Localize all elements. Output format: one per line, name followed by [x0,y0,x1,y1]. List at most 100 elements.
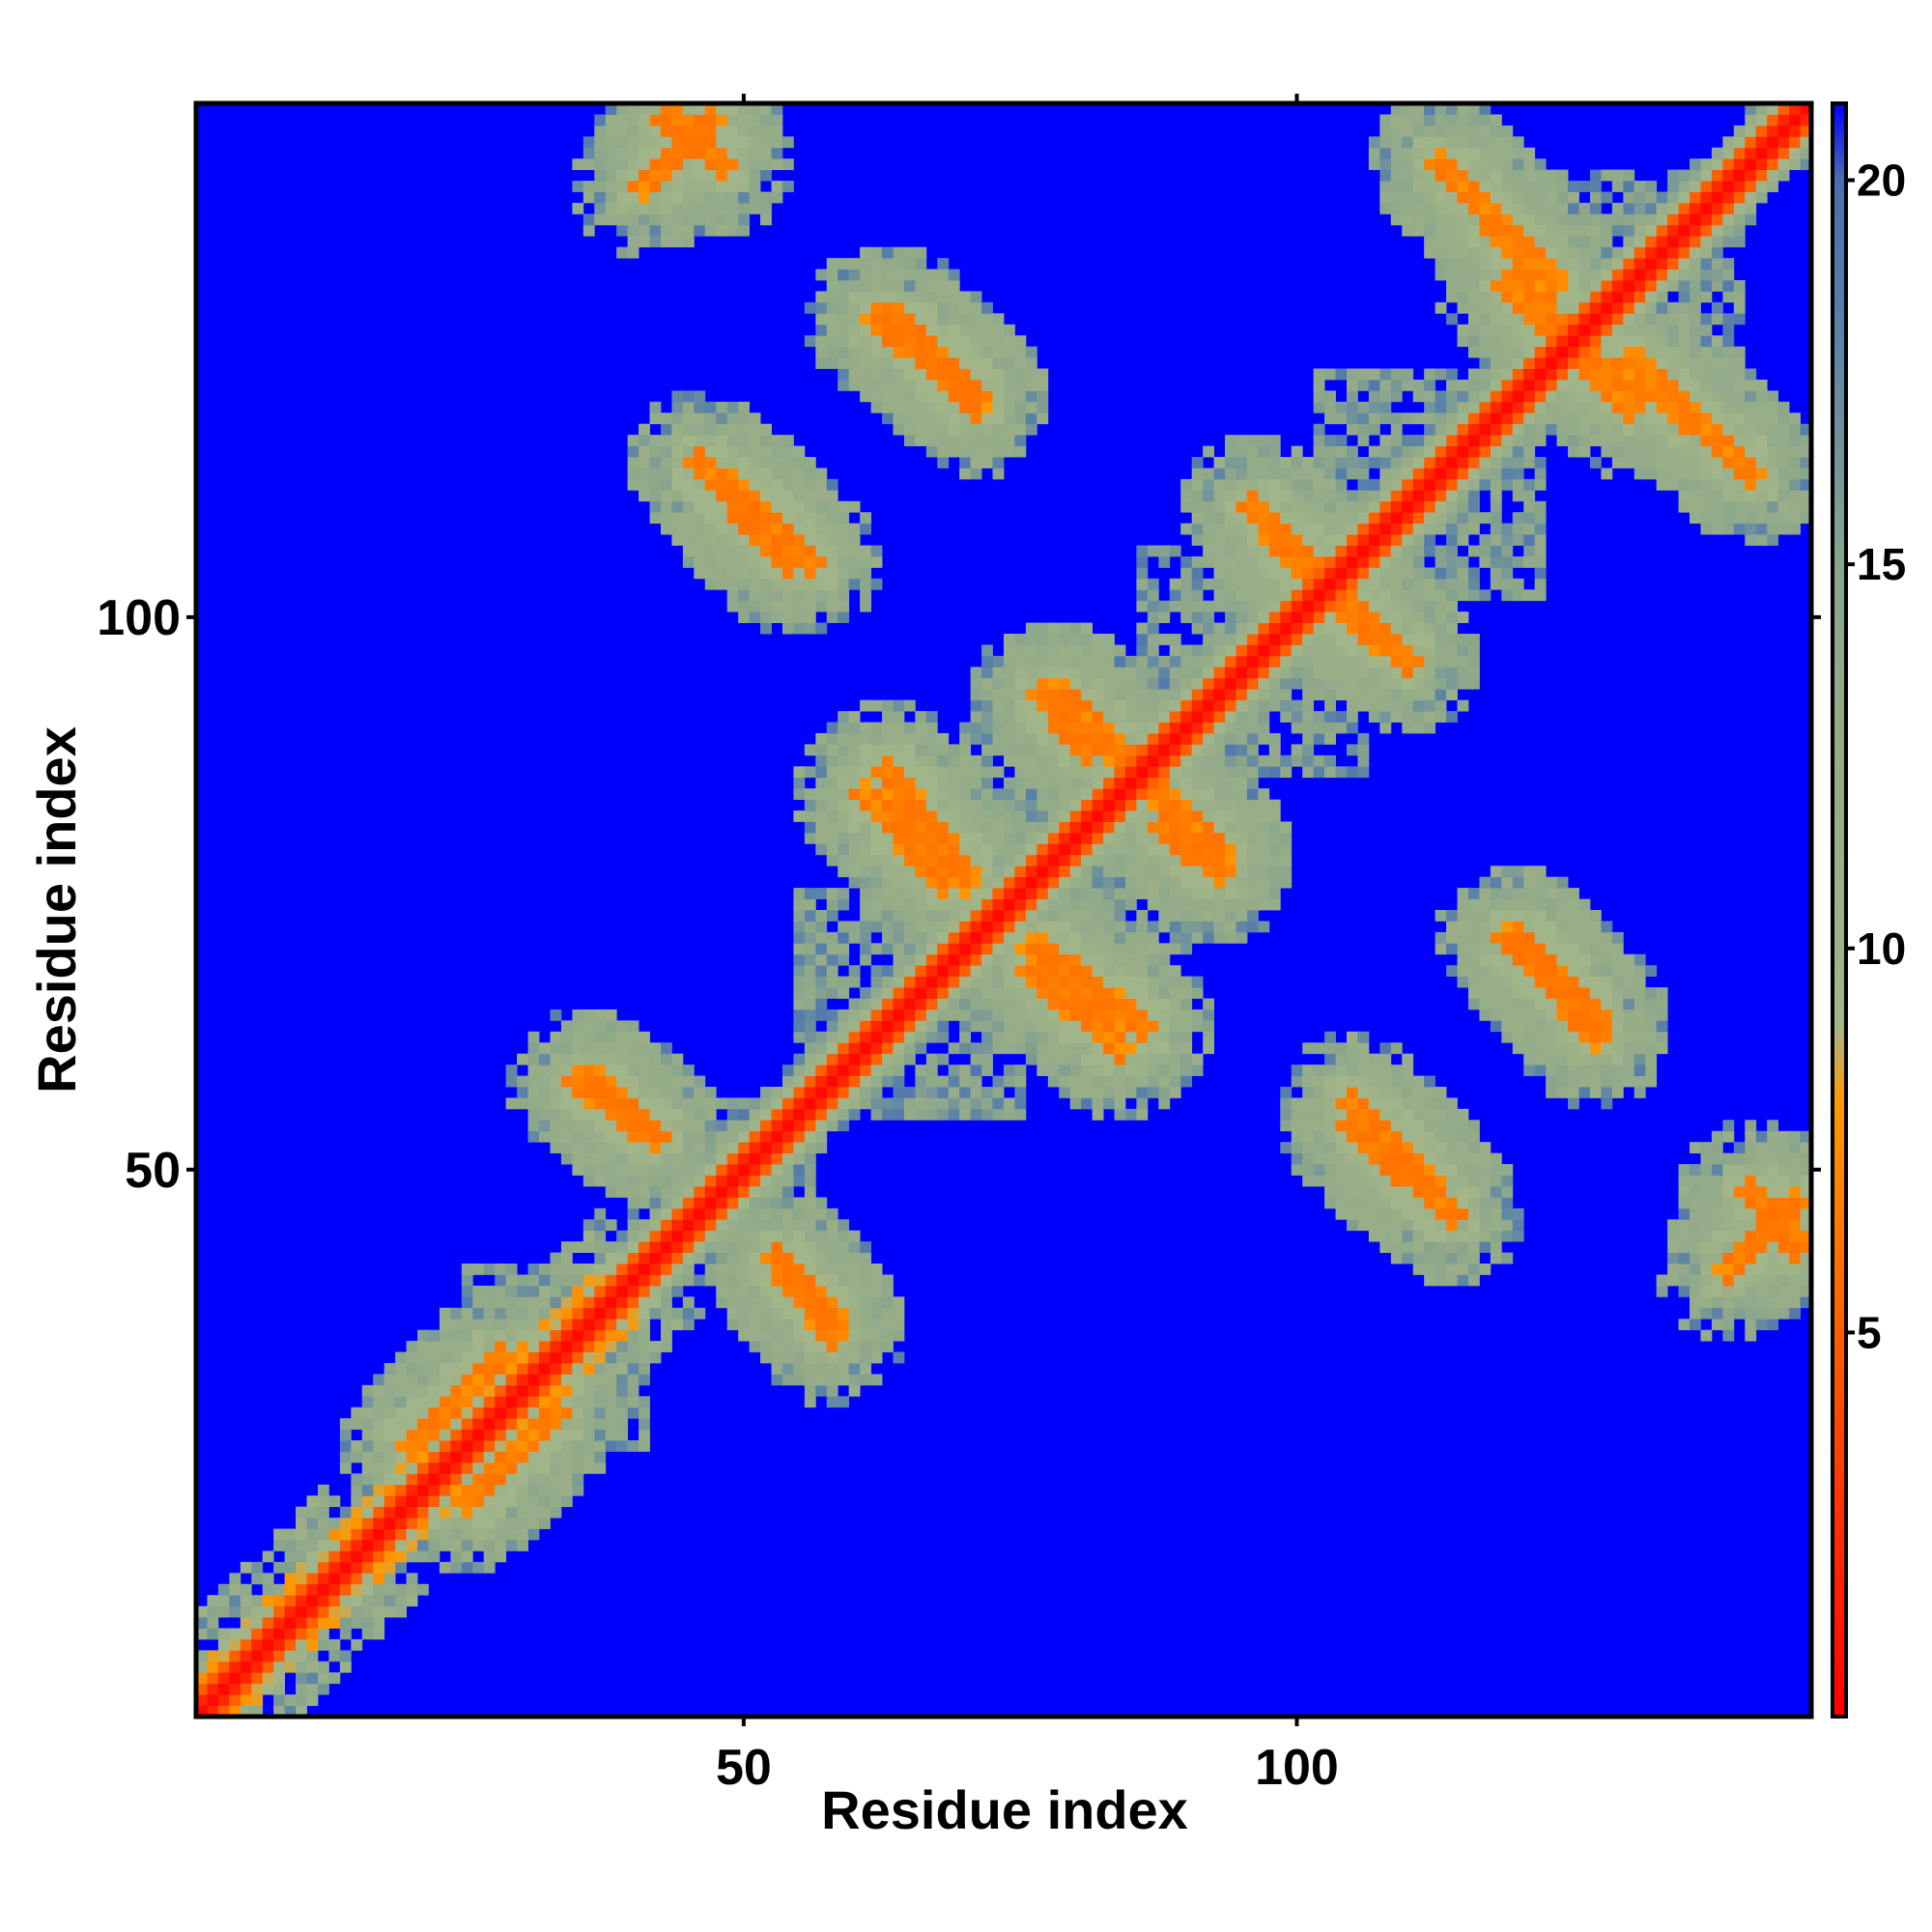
heatmap-cell [639,114,650,127]
heatmap-cell [1069,898,1082,911]
heatmap-cell [517,1495,528,1508]
heatmap-cell [959,1108,972,1121]
heatmap-cell [1158,888,1171,899]
heatmap-cell [1347,1042,1358,1055]
heatmap-cell [572,1319,584,1331]
heatmap-cell [937,777,950,789]
heatmap-cell [1047,998,1060,1010]
heatmap-cell [616,103,629,115]
heatmap-cell [1291,555,1303,568]
heatmap-cell [1169,1075,1181,1088]
heatmap-cell [1191,523,1204,535]
heatmap-cell [1047,634,1060,645]
heatmap-cell [560,1097,573,1110]
heatmap-cell [726,169,739,182]
heatmap-cell [882,1329,894,1342]
heatmap-cell [627,1351,639,1364]
heatmap-cell [1081,788,1094,801]
heatmap-cell [1037,998,1049,1010]
heatmap-cell [749,1185,761,1198]
heatmap-cell [1004,1009,1015,1021]
heatmap-cell [1446,1230,1458,1242]
heatmap-cell [461,1462,473,1474]
heatmap-cell [682,191,695,204]
heatmap-cell [296,1694,307,1706]
heatmap-cell [1402,523,1414,535]
heatmap-cell [804,1396,816,1408]
heatmap-cell [616,1185,629,1198]
heatmap-cell [826,1362,838,1375]
heatmap-cell [1390,1241,1403,1253]
heatmap-cell [1335,611,1348,623]
heatmap-cell [948,866,960,878]
heatmap-cell [1402,567,1414,580]
heatmap-cell [1313,655,1325,668]
heatmap-cell [262,1638,274,1651]
heatmap-cell [273,1528,286,1541]
heatmap-cell [1446,910,1458,922]
heatmap-cell [1246,545,1259,557]
heatmap-cell [826,490,838,502]
heatmap-cell [771,435,783,446]
heatmap-cell [1457,114,1469,127]
heatmap-cell [694,1252,706,1264]
heatmap-cell [838,368,850,381]
heatmap-cell [517,1087,528,1098]
heatmap-cell [616,1020,629,1033]
heatmap-cell [1169,843,1181,856]
heatmap-cell [682,478,695,491]
heatmap-cell [1103,910,1115,922]
heatmap-cell [373,1595,385,1607]
heatmap-cell [882,711,894,723]
heatmap-cell [870,810,883,822]
heatmap-cell [539,1374,551,1386]
heatmap-cell [726,1120,739,1132]
heatmap-cell [1081,1097,1094,1110]
heatmap-cell [1236,578,1248,590]
heatmap-cell [1147,965,1159,978]
heatmap-cell [483,1539,496,1551]
heatmap-cell [1203,799,1214,811]
heatmap-cell [1368,1130,1380,1143]
heatmap-cell [1037,1020,1049,1033]
heatmap-cell [948,910,960,922]
heatmap-cell [1435,269,1447,281]
heatmap-cell [339,1550,352,1563]
heatmap-cell [550,1351,562,1364]
heatmap-cell [826,854,838,867]
heatmap-cell [893,722,905,734]
heatmap-cell [1402,169,1414,182]
heatmap-cell [1103,1053,1115,1065]
heatmap-cell [1424,1175,1436,1187]
heatmap-cell [992,445,1005,458]
heatmap-cell [1302,622,1315,635]
heatmap-cell [1047,976,1060,988]
heatmap-cell [860,589,871,602]
heatmap-cell [1004,711,1015,723]
heatmap-cell [1446,412,1458,425]
heatmap-cell [207,1672,219,1685]
heatmap-cell [1424,1075,1436,1088]
heatmap-cell [317,1495,329,1508]
heatmap-cell [804,545,816,557]
heatmap-cell [959,987,972,999]
heatmap-cell [1103,953,1115,966]
heatmap-cell [1213,744,1226,756]
heatmap-cell [1092,777,1104,789]
heatmap-cell [1412,103,1425,115]
heatmap-cell [384,1573,396,1585]
heatmap-cell [639,1274,650,1287]
heatmap-cell [870,854,883,867]
heatmap-cell [1379,1130,1392,1143]
heatmap-cell [1246,754,1259,767]
heatmap-cell [848,976,861,988]
heatmap-cell [948,987,960,999]
heatmap-cell [361,1539,374,1551]
heatmap-cell [1103,744,1115,756]
heatmap-cell [251,1672,264,1685]
heatmap-cell [1280,555,1293,568]
heatmap-cell [704,1097,717,1110]
heatmap-cell [1446,965,1458,978]
heatmap-cell [1390,711,1403,723]
heatmap-cell [461,1518,473,1529]
